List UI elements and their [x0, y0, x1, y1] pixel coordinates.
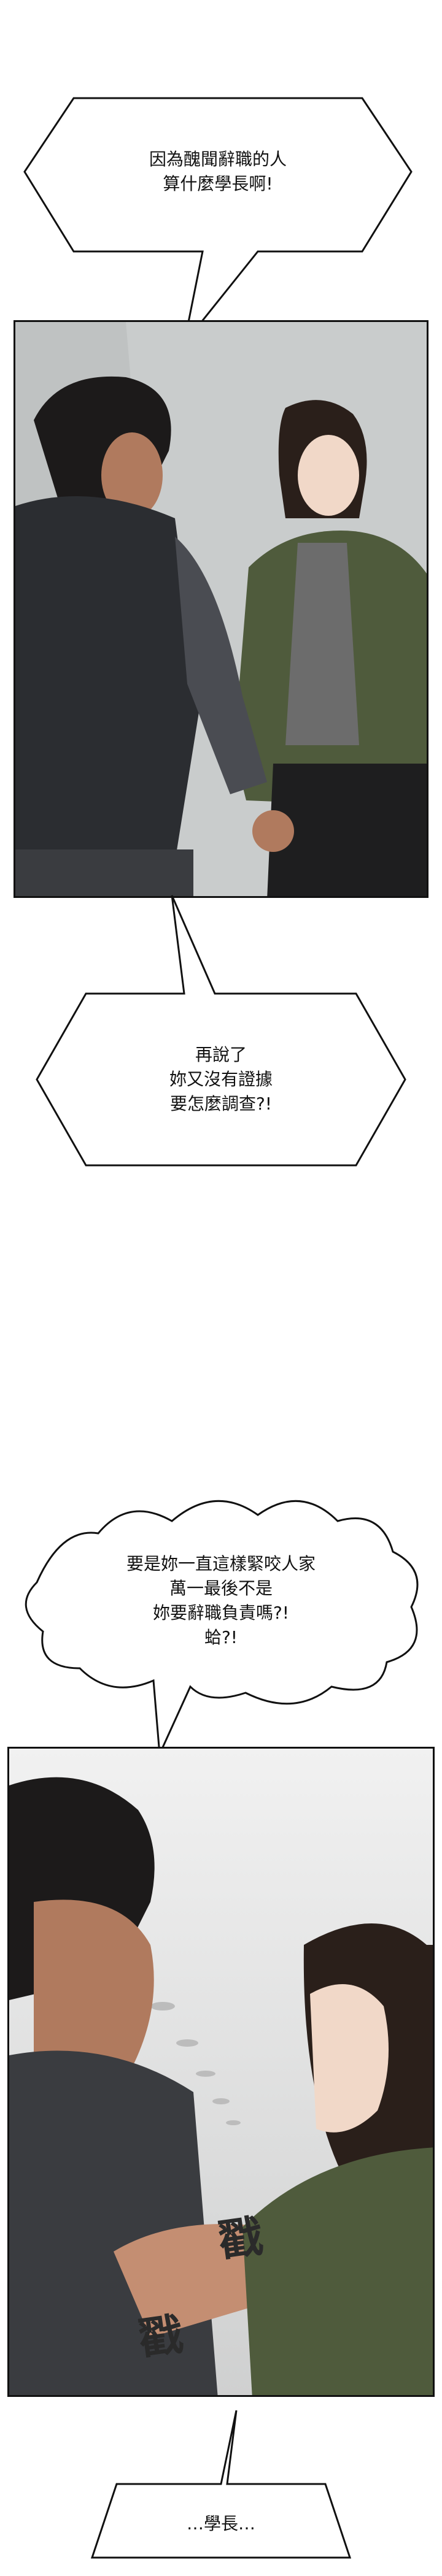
panel-2: 戳 戳	[7, 1747, 435, 2397]
sfx-poke-2: 戳	[135, 2307, 187, 2366]
man-figure	[15, 376, 294, 896]
panel-1	[14, 320, 428, 898]
man-figure	[9, 1777, 287, 2395]
panel-1-art	[15, 322, 427, 896]
speech-bubble-4: …學長…	[86, 2410, 356, 2564]
woman-figure	[234, 400, 427, 896]
bubble-text-1: 因為醜聞辭職的人 算什麼學長啊!	[149, 149, 287, 194]
bubble-shape	[90, 2410, 352, 2559]
sfx-poke-1: 戳	[215, 2209, 266, 2267]
speech-bubble-3: 要是妳一直這樣緊咬人家 萬一最後不是 妳要辭職負責嗎?! 蛤?!	[12, 1472, 430, 1758]
woman-figure	[242, 1923, 433, 2395]
speech-bubble-1: 因為醜聞辭職的人 算什麼學長啊!	[18, 86, 417, 344]
speech-bubble-2: 再說了 妳又沒有證據 要怎麼調查?!	[25, 895, 417, 1202]
bubble-text-2: 再說了 妳又沒有證據 要怎麼調查?!	[169, 1045, 273, 1114]
panel-2-art	[9, 1749, 433, 2395]
bubble-shape	[25, 1500, 419, 1758]
bubble-shape	[23, 97, 413, 344]
bubble-shape	[36, 895, 406, 1167]
bubble-text-4: …學長…	[186, 2513, 255, 2534]
bubble-text-3: 要是妳一直這樣緊咬人家 萬一最後不是 妳要辭職負責嗎?! 蛤?!	[126, 1554, 316, 1647]
